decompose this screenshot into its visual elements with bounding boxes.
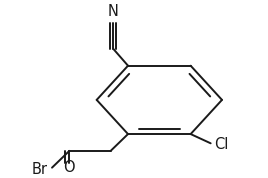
Text: Br: Br: [32, 162, 48, 177]
Text: Cl: Cl: [214, 137, 228, 152]
Text: N: N: [108, 4, 119, 19]
Text: O: O: [64, 160, 75, 175]
